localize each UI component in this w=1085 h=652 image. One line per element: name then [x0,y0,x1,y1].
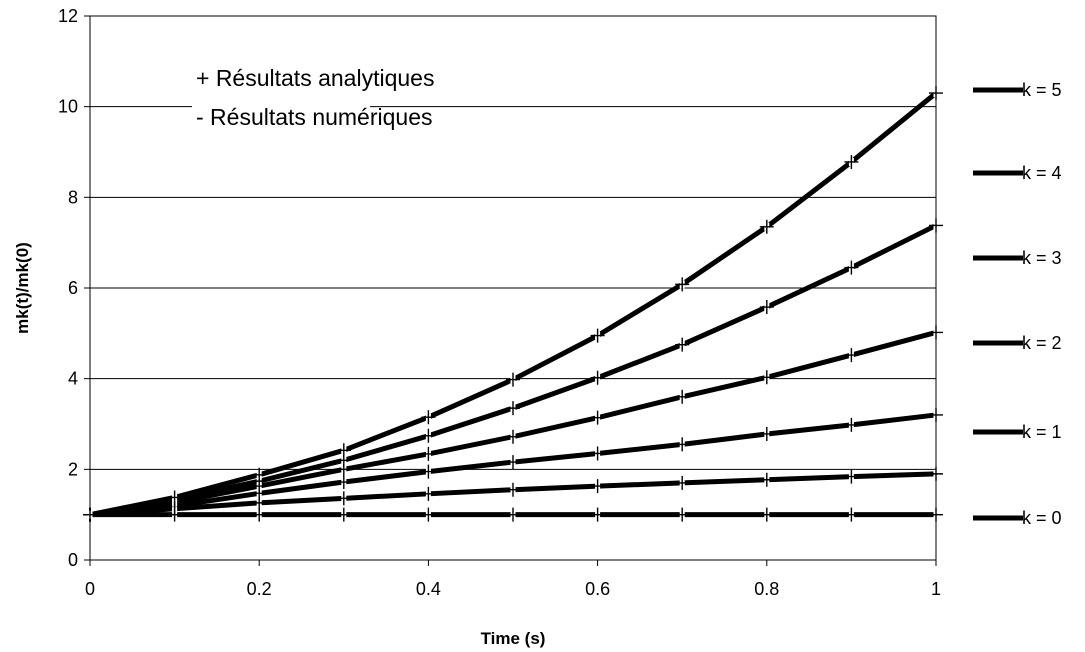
legend-entry: k = 2 [973,333,1062,353]
legend-label: k = 0 [1022,508,1062,528]
series-group [83,86,943,522]
legend-entry: k = 4 [973,163,1062,183]
data-point-marker [506,455,520,470]
x-tick-label: 0.4 [416,579,441,599]
data-point-marker [759,472,774,487]
data-point-marker [336,491,351,506]
legend-label: k = 1 [1022,422,1062,442]
series-line [89,223,938,518]
data-point-marker [506,507,520,522]
data-point-marker [675,437,690,452]
data-point-marker [590,370,605,385]
data-point-marker [759,426,774,441]
data-point-marker [83,507,97,522]
y-tick-label: 6 [68,278,78,298]
data-point-marker [506,429,520,444]
x-axis-title: Time (s) [481,629,546,648]
data-point-marker [929,86,943,101]
data-point-marker [759,300,774,315]
data-point-marker [421,507,436,522]
annotation-box [192,60,370,140]
annotation: + Résultats analytiques - Résultats numé… [192,60,434,140]
data-point-marker [421,486,436,501]
legend-entry: k = 1 [973,422,1062,442]
data-point-marker [844,417,859,432]
data-point-marker [590,410,605,425]
data-point-marker [929,218,943,233]
legend: k = 5 k = 4 k = 3 k = 2 k = 1 k = 0 [973,80,1062,528]
series-k5 [83,86,943,522]
y-tick-label: 0 [68,550,78,570]
data-point-marker [252,507,267,522]
data-point-marker [844,260,859,275]
y-axis: 0 2 4 6 8 10 12 [58,6,90,570]
data-point-marker [844,507,859,522]
y-tick-label: 12 [58,6,78,26]
data-point-marker [675,277,690,292]
data-point-marker [675,507,690,522]
data-point-marker [167,490,182,505]
legend-label: k = 3 [1022,248,1062,268]
data-point-marker [675,389,690,404]
legend-entry: k = 0 [973,508,1062,528]
data-point-marker [421,446,436,461]
y-tick-label: 10 [58,97,78,117]
data-point-marker [759,507,774,522]
data-point-marker [590,446,605,461]
data-point-marker [421,428,436,443]
data-point-marker [506,372,520,387]
x-tick-label: 0.2 [247,579,272,599]
y-tick-label: 4 [68,369,78,389]
data-point-marker [675,475,690,490]
data-point-marker [844,348,859,363]
data-point-marker [590,507,605,522]
data-point-marker [759,370,774,385]
legend-entry: k = 3 [973,248,1062,268]
data-point-marker [929,507,943,522]
x-tick-label: 0 [85,579,95,599]
data-point-marker [590,328,605,343]
data-point-marker [336,475,351,490]
data-point-marker [929,466,943,481]
data-point-marker [506,482,520,497]
legend-label: k = 5 [1022,80,1062,100]
x-tick-label: 1 [931,579,941,599]
y-axis-title-text: mk(t)/mk(0) [13,242,32,334]
x-tick-label: 0.6 [585,579,610,599]
data-point-marker [675,337,690,352]
data-point-marker [844,469,859,484]
data-point-marker [421,410,436,425]
data-point-marker [336,507,351,522]
series-k0 [83,507,943,522]
data-point-marker [252,467,267,482]
data-point-marker [844,154,859,169]
data-point-marker [421,464,436,479]
x-axis: 0 0.2 0.4 0.6 0.8 1 [85,560,941,599]
data-point-marker [929,325,943,340]
data-point-marker [336,443,351,458]
series-line [89,91,938,518]
data-point-marker [929,407,943,422]
data-point-marker [506,401,520,416]
y-tick-label: 2 [68,459,78,479]
annotation-numeric: - Résultats numériques [196,104,433,130]
legend-entry: k = 5 [973,80,1062,100]
data-point-marker [759,219,774,234]
annotation-analytic: + Résultats analytiques [196,65,434,91]
x-tick-label: 0.8 [754,579,779,599]
data-point-marker [590,479,605,494]
legend-label: k = 2 [1022,333,1062,353]
series-k2 [83,407,943,522]
legend-label: k = 4 [1022,163,1062,183]
y-tick-label: 8 [68,187,78,207]
y-axis-title: mk(t)/mk(0) [13,242,32,334]
